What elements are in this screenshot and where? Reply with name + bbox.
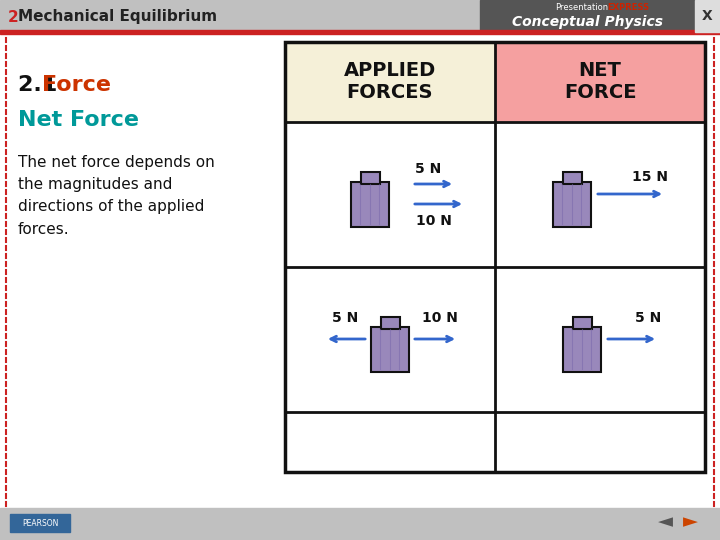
Bar (553, 182, 591, 227)
Bar (495, 412, 705, 472)
Bar (0, 30, 720, 34)
Bar (0, 0, 720, 32)
Text: Presentation: Presentation (555, 3, 608, 12)
Bar (285, 42, 495, 122)
Bar (573, 317, 592, 329)
Text: The net force depends on
the magnitudes and
directions of the applied
forces.: The net force depends on the magnitudes … (18, 155, 215, 237)
Bar (480, 0, 695, 32)
Text: Conceptual Physics: Conceptual Physics (513, 15, 664, 29)
Bar (495, 267, 705, 412)
Text: 10 N: 10 N (416, 214, 452, 228)
Bar (381, 317, 400, 329)
Text: Net Force: Net Force (18, 110, 139, 130)
Text: Force: Force (42, 75, 111, 95)
Text: PEARSON: PEARSON (22, 518, 58, 528)
Text: ◄: ◄ (657, 512, 672, 531)
Bar (0, 508, 720, 540)
Bar (285, 42, 705, 472)
Text: Mechanical Equilibrium: Mechanical Equilibrium (18, 10, 217, 24)
Bar (10, 514, 70, 532)
Bar (563, 327, 601, 372)
Text: X: X (701, 9, 712, 23)
Bar (351, 182, 389, 227)
Bar (695, 0, 720, 32)
Bar (495, 42, 705, 122)
Bar (8, 34, 712, 510)
Bar (285, 267, 495, 412)
Text: 5 N: 5 N (415, 162, 441, 176)
Text: 10 N: 10 N (422, 311, 458, 325)
Text: 15 N: 15 N (632, 170, 668, 184)
Text: 2: 2 (8, 10, 24, 24)
Text: NET
FORCE: NET FORCE (564, 62, 636, 103)
Text: 5 N: 5 N (635, 311, 661, 325)
Bar (495, 122, 705, 267)
Text: 2.1: 2.1 (18, 75, 65, 95)
Text: ►: ► (683, 512, 698, 531)
Bar (371, 327, 409, 372)
Bar (285, 412, 495, 472)
Bar (563, 172, 582, 184)
Text: APPLIED
FORCES: APPLIED FORCES (344, 62, 436, 103)
Text: 5 N: 5 N (332, 311, 358, 325)
Bar (361, 172, 380, 184)
Bar (285, 122, 495, 267)
Text: EXPRESS: EXPRESS (607, 3, 649, 12)
